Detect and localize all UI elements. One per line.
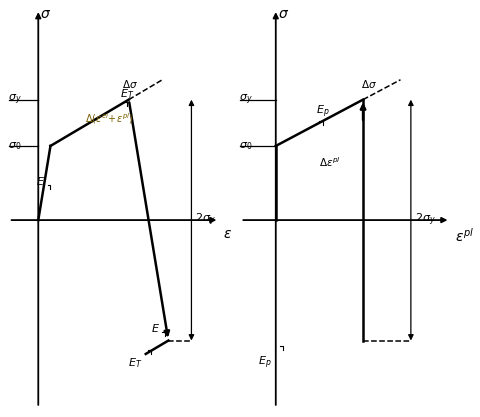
- Text: $E_p$: $E_p$: [316, 104, 330, 120]
- Text: $2\sigma_y$: $2\sigma_y$: [415, 212, 436, 228]
- Text: $\sigma_0$: $\sigma_0$: [240, 140, 253, 152]
- Text: $\Delta(\varepsilon^{el}\!+\!\varepsilon^{pl})$: $\Delta(\varepsilon^{el}\!+\!\varepsilon…: [85, 111, 134, 126]
- Text: $\Delta\varepsilon^{pl}$: $\Delta\varepsilon^{pl}$: [319, 155, 341, 169]
- Text: $\Delta\sigma$: $\Delta\sigma$: [361, 78, 377, 90]
- Text: $E_T$: $E_T$: [128, 356, 142, 370]
- Text: $2\sigma_y$: $2\sigma_y$: [195, 212, 216, 228]
- Text: $\varepsilon^{pl}$: $\varepsilon^{pl}$: [455, 227, 473, 245]
- Text: $\sigma$: $\sigma$: [278, 7, 289, 21]
- Text: $E_T$: $E_T$: [120, 87, 134, 101]
- Text: $\sigma_y$: $\sigma_y$: [8, 93, 22, 107]
- Text: $\sigma$: $\sigma$: [40, 7, 51, 21]
- Text: $E$: $E$: [151, 322, 160, 334]
- Text: $E$: $E$: [36, 175, 45, 187]
- Text: $E_p$: $E_p$: [258, 354, 272, 371]
- Text: $\sigma_0$: $\sigma_0$: [8, 140, 21, 152]
- Text: $\Delta\sigma$: $\Delta\sigma$: [122, 78, 138, 90]
- Text: $\varepsilon$: $\varepsilon$: [223, 227, 232, 241]
- Text: $\sigma_y$: $\sigma_y$: [240, 93, 253, 107]
